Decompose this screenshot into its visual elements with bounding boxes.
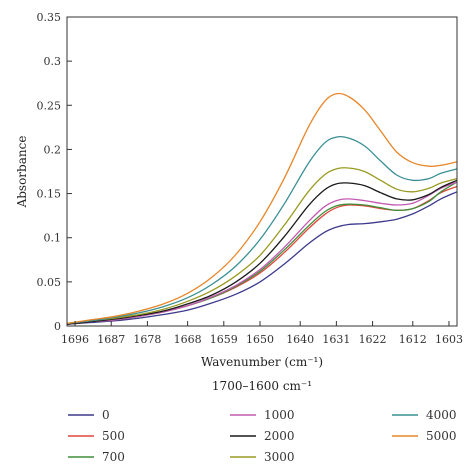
x-tick-label: 1640: [286, 333, 314, 346]
y-tick-label: 0.25: [37, 99, 62, 112]
y-tick-label: 0: [54, 320, 61, 333]
wavenumber-range-caption: 1700–1600 cm⁻¹: [212, 379, 312, 393]
series-line-3000: [66, 167, 458, 325]
series-line-500: [66, 185, 458, 325]
x-tick-label: 1603: [435, 333, 463, 346]
x-tick-label: 1612: [399, 333, 427, 346]
x-tick-label: 1678: [133, 333, 161, 346]
legend: 0 500 700 1000 2000 3000 4000 5000: [68, 408, 457, 464]
y-tick-label: 0.35: [37, 11, 62, 24]
y-tick-label: 0.15: [37, 188, 62, 201]
plot-lines: [66, 92, 458, 325]
x-tick-label: 1650: [246, 333, 274, 346]
y-tick-label: 0.1: [44, 232, 62, 245]
legend-item-0: 0: [68, 408, 110, 422]
series-line-5000: [66, 92, 458, 325]
series-line-2000: [66, 179, 458, 325]
legend-item-700: 700: [68, 450, 125, 464]
legend-item-5000: 5000: [392, 429, 457, 443]
series-line-0: [66, 191, 458, 325]
series-line-1000: [66, 181, 458, 325]
x-tick-label: 1668: [174, 333, 202, 346]
legend-item-2000: 2000: [230, 429, 295, 443]
y-tick-label: 0.3: [44, 55, 62, 68]
plot-frame: [66, 16, 458, 327]
legend-label: 5000: [426, 429, 457, 443]
legend-item-1000: 1000: [230, 408, 295, 422]
legend-item-4000: 4000: [392, 408, 457, 422]
x-tick-label: 1631: [322, 333, 350, 346]
legend-label: 1000: [264, 408, 295, 422]
y-axis-title: Absorbance: [15, 136, 29, 209]
y-tick-label: 0.05: [37, 276, 62, 289]
legend-label: 3000: [264, 450, 295, 464]
legend-label: 2000: [264, 429, 295, 443]
x-tick-label: 1659: [210, 333, 238, 346]
legend-label: 500: [102, 429, 125, 443]
legend-label: 700: [102, 450, 125, 464]
x-axis: 1696 1687 1678 1668 1659 1650 1640 1631 1622 1612…: [61, 321, 463, 346]
y-tick-label: 0.2: [44, 143, 62, 156]
legend-item-500: 500: [68, 429, 125, 443]
x-tick-label: 1696: [61, 333, 89, 346]
legend-label: 0: [102, 408, 110, 422]
x-tick-label: 1687: [97, 333, 125, 346]
legend-label: 4000: [426, 408, 457, 422]
x-axis-title: Wavenumber (cm⁻¹): [201, 355, 323, 369]
legend-item-3000: 3000: [230, 450, 295, 464]
y-axis: 0 0.05 0.1 0.15 0.2 0.25 0.3 0.35: [37, 11, 72, 333]
x-tick-label: 1622: [359, 333, 387, 346]
series-line-4000: [66, 135, 458, 325]
